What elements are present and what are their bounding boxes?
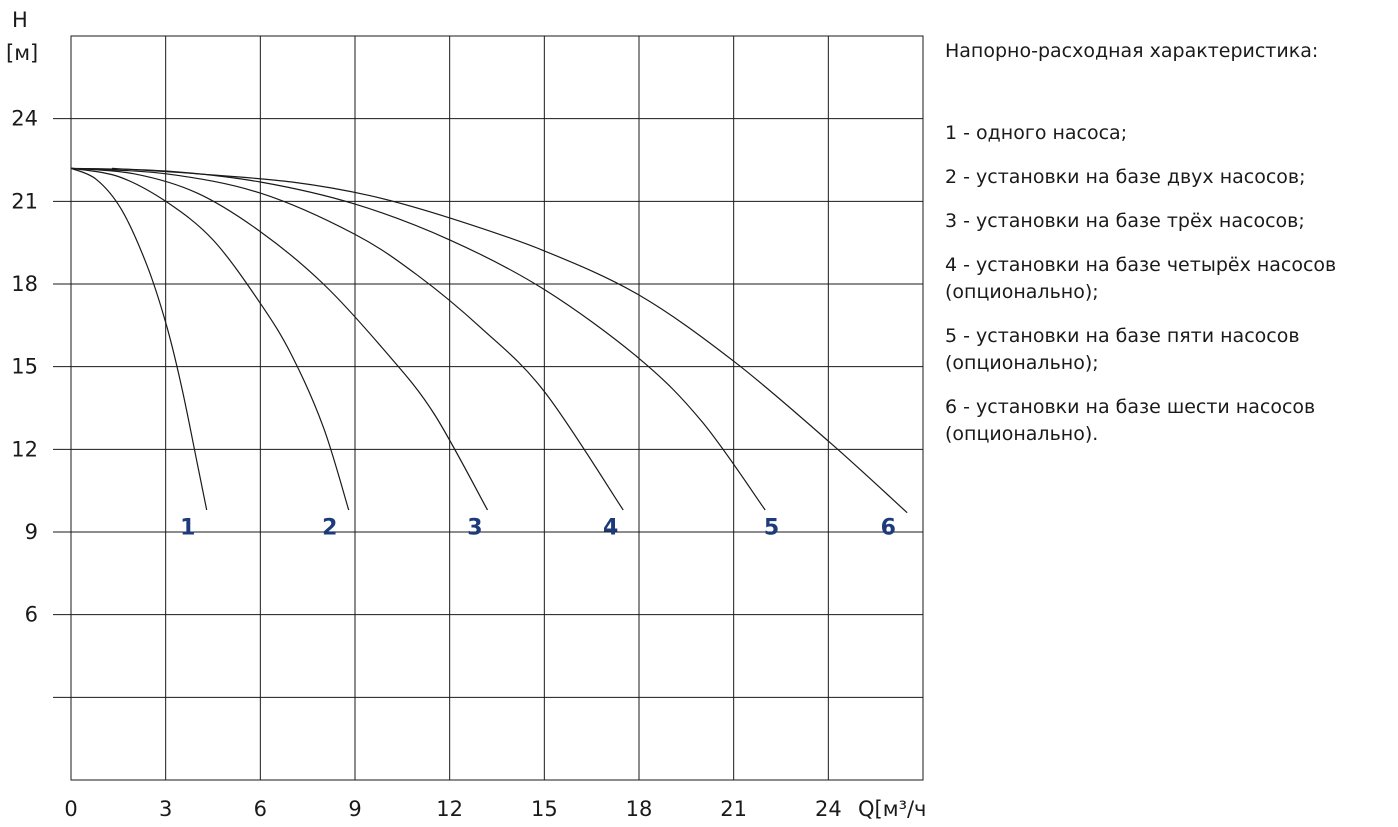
y-tick-label-7: 24 (11, 107, 38, 131)
legend-item-4: 4 - установки на базе четырёх насосов (о… (945, 254, 1337, 303)
y-axis-title-line2: [м] (6, 41, 38, 65)
curve-3 (70, 167, 489, 511)
y-axis-title-line1: H (12, 8, 28, 32)
curve-2 (70, 167, 350, 511)
curves (70, 167, 908, 514)
curve-1 (70, 167, 208, 511)
curve-labels: 1 2 3 4 5 6 (180, 515, 896, 540)
legend-title: Напорно-расходная характеристика: (945, 40, 1319, 62)
x-tick-label-0: 0 (64, 797, 77, 821)
curve-4 (70, 167, 624, 511)
y-tick-label-4: 15 (11, 355, 38, 379)
x-tick-label-3: 9 (348, 797, 361, 821)
x-tick-label-7: 21 (720, 797, 747, 821)
curve-label-2: 2 (322, 515, 337, 540)
grid (53, 36, 923, 780)
x-tick-label-2: 6 (254, 797, 267, 821)
legend-item-2: 2 - установки на базе двух насосов; (945, 166, 1306, 188)
legend-item-6: 6 - установки на базе шести насосов (опц… (945, 396, 1316, 445)
legend-item-1: 1 - одного насоса; (945, 122, 1128, 144)
y-tick-label-3: 12 (11, 437, 38, 461)
curve-label-1: 1 (180, 515, 195, 540)
curve-label-5: 5 (764, 515, 779, 540)
x-tick-label-4: 12 (436, 797, 463, 821)
y-tick-label-6: 21 (11, 189, 38, 213)
plot-frame (70, 35, 924, 781)
curve-label-4: 4 (603, 515, 618, 540)
legend-item-3: 3 - установки на базе трёх насосов; (945, 210, 1305, 232)
x-tick-label-8: 24 (815, 797, 842, 821)
legend-item-5: 5 - установки на базе пяти насосов (опци… (945, 325, 1300, 374)
x-tick-label-5: 15 (531, 797, 558, 821)
x-tick-label-6: 18 (626, 797, 653, 821)
x-tick-label-1: 3 (159, 797, 172, 821)
y-tick-label-1: 6 (25, 603, 38, 627)
curve-6 (111, 167, 908, 514)
curve-label-3: 3 (467, 515, 482, 540)
curve-label-6: 6 (881, 515, 896, 540)
y-tick-label-2: 9 (25, 520, 38, 544)
legend-list: 1 - одного насоса; 2 - установки на базе… (945, 120, 1395, 448)
legend: Напорно-расходная характеристика: 1 - од… (945, 38, 1395, 465)
x-axis-title: Q[м³/ч] (858, 797, 925, 821)
y-tick-label-5: 18 (11, 272, 38, 296)
curve-5 (70, 167, 766, 511)
